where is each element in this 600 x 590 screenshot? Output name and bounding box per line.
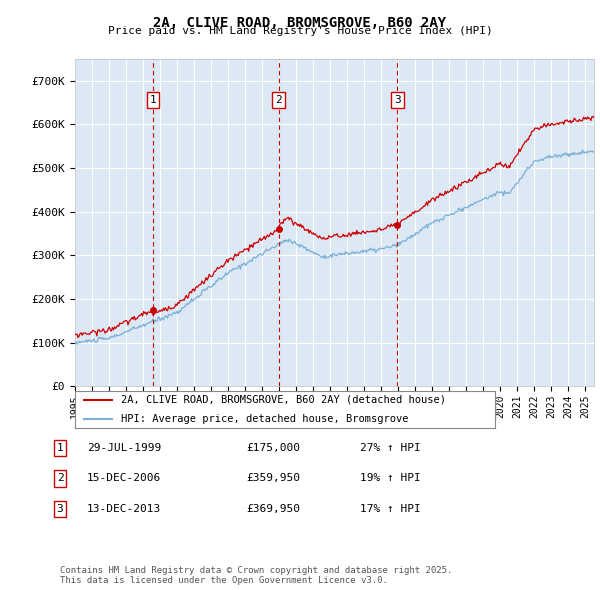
- Text: 17% ↑ HPI: 17% ↑ HPI: [360, 504, 421, 514]
- Text: 2: 2: [56, 474, 64, 483]
- Text: 2: 2: [275, 95, 282, 105]
- Text: 2A, CLIVE ROAD, BROMSGROVE, B60 2AY (detached house): 2A, CLIVE ROAD, BROMSGROVE, B60 2AY (det…: [121, 395, 446, 405]
- Text: £175,000: £175,000: [246, 443, 300, 453]
- Text: £359,950: £359,950: [246, 474, 300, 483]
- Text: 1: 1: [56, 443, 64, 453]
- Text: 2A, CLIVE ROAD, BROMSGROVE, B60 2AY: 2A, CLIVE ROAD, BROMSGROVE, B60 2AY: [154, 16, 446, 30]
- Text: 27% ↑ HPI: 27% ↑ HPI: [360, 443, 421, 453]
- Text: 29-JUL-1999: 29-JUL-1999: [87, 443, 161, 453]
- Text: 3: 3: [394, 95, 401, 105]
- Text: 1: 1: [149, 95, 156, 105]
- Text: 19% ↑ HPI: 19% ↑ HPI: [360, 474, 421, 483]
- Text: 3: 3: [56, 504, 64, 514]
- Text: HPI: Average price, detached house, Bromsgrove: HPI: Average price, detached house, Brom…: [121, 414, 409, 424]
- Text: Price paid vs. HM Land Registry's House Price Index (HPI): Price paid vs. HM Land Registry's House …: [107, 26, 493, 36]
- Text: Contains HM Land Registry data © Crown copyright and database right 2025.
This d: Contains HM Land Registry data © Crown c…: [60, 566, 452, 585]
- Text: £369,950: £369,950: [246, 504, 300, 514]
- Text: 15-DEC-2006: 15-DEC-2006: [87, 474, 161, 483]
- Text: 13-DEC-2013: 13-DEC-2013: [87, 504, 161, 514]
